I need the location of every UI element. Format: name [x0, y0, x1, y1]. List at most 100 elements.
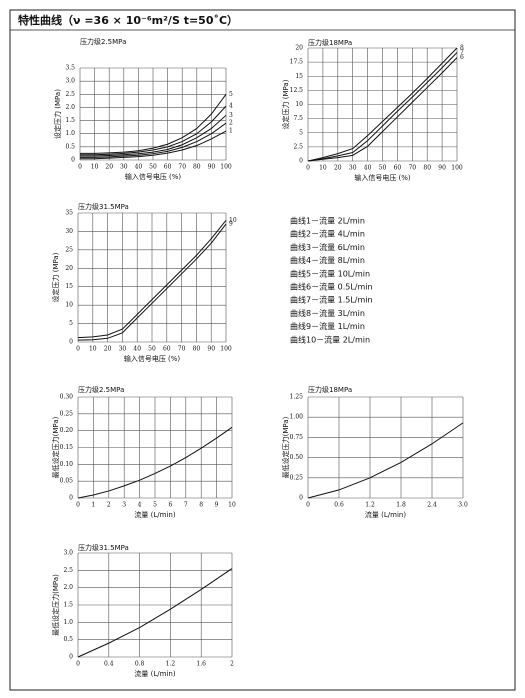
curve-legend-item: 曲线3－流量 6L/min — [290, 242, 365, 252]
y-tick-label: 0.5 — [65, 143, 75, 150]
x-tick-label: 0 — [76, 502, 80, 509]
x-tick-label: 30 — [120, 164, 128, 171]
curve-legend-item: 曲线10－流量 2L/min — [290, 334, 370, 344]
y-tick-label: 3.0 — [63, 550, 73, 557]
y-tick-label: 2.0 — [63, 584, 73, 591]
x-tick-label: 1.2 — [365, 502, 375, 509]
y-tick-label: 2.0 — [65, 104, 75, 111]
y-tick-label: 3.0 — [65, 78, 75, 85]
curve — [307, 422, 464, 499]
y-tick-label: 15 — [65, 283, 73, 290]
curve — [307, 52, 458, 162]
x-axis-label: 流量 (L/min) — [365, 510, 406, 519]
y-tick-label: 25 — [65, 246, 73, 253]
x-tick-label: 2.4 — [427, 502, 437, 509]
curve-legend-item: 曲线2－流量 4L/min — [290, 229, 365, 239]
curve-legend-item: 曲线8－流量 3L/min — [290, 308, 365, 318]
x-tick-label: 1.2 — [166, 661, 176, 668]
x-tick-label: 5 — [153, 502, 157, 509]
x-tick-label: 80 — [423, 165, 431, 172]
curve — [77, 220, 227, 339]
x-tick-label: 30 — [349, 165, 357, 172]
x-tick-label: 50 — [148, 346, 156, 353]
y-tick-label: 12.5 — [290, 87, 304, 94]
chart-title: 压力级31.5MPa — [78, 202, 129, 211]
y-axis-label: 设定压力 (MPa) — [51, 252, 60, 302]
y-tick-label: 2.5 — [63, 567, 73, 574]
y-tick-label: 20 — [65, 265, 73, 272]
curve-legend-item: 曲线7－流量 1.5L/min — [290, 295, 373, 305]
x-tick-label: 3 — [122, 502, 126, 509]
y-tick-label: 1.5 — [65, 117, 75, 124]
x-tick-label: 40 — [135, 164, 143, 171]
x-tick-label: 80 — [193, 164, 201, 171]
y-tick-label: 0.25 — [290, 474, 304, 481]
y-axis-label: 设定压力 (MPa) — [53, 89, 62, 139]
curve — [77, 426, 233, 499]
curve-legend-item: 曲线5－流量 10L/min — [290, 268, 370, 278]
chart-title: 压力级2.5MPa — [80, 37, 126, 46]
y-axis-label: 最低设定压力(MPa) — [281, 416, 290, 478]
y-tick-label: 0.5 — [63, 636, 73, 643]
x-tick-label: 50 — [149, 164, 157, 171]
curve-label: 4 — [229, 103, 233, 110]
curve-label: 5 — [229, 91, 233, 98]
x-tick-label: 0 — [78, 164, 82, 171]
x-tick-label: 3.0 — [458, 502, 468, 509]
y-tick-label: 0.20 — [60, 427, 74, 434]
curve — [307, 47, 458, 162]
curve-label: 8 — [460, 45, 464, 52]
y-tick-label: 1.25 — [290, 394, 304, 401]
curve-label: 2 — [229, 120, 233, 127]
y-tick-label: 0.75 — [290, 434, 304, 441]
x-tick-label: 60 — [163, 346, 171, 353]
x-tick-label: 2 — [230, 661, 234, 668]
y-tick-label: 1.5 — [63, 602, 73, 609]
x-tick-label: 40 — [364, 165, 372, 172]
y-tick-label: 30 — [65, 228, 73, 235]
curve — [77, 568, 233, 658]
y-tick-label: 10 — [65, 302, 73, 309]
x-tick-label: 8 — [199, 502, 203, 509]
x-tick-label: 60 — [394, 165, 402, 172]
chart-title: 压力级31.5MPa — [78, 543, 129, 552]
y-tick-label: 0 — [299, 158, 303, 165]
curve-legend-item: 曲线1－流量 2L/min — [290, 216, 365, 226]
curve — [80, 93, 227, 154]
y-tick-label: 10 — [295, 101, 303, 108]
y-tick-label: 0 — [69, 654, 73, 661]
x-tick-label: 20 — [105, 164, 113, 171]
y-tick-label: 2.5 — [293, 143, 303, 150]
x-tick-label: 0 — [76, 346, 80, 353]
curve-legend-item: 曲线6－流量 0.5L/min — [290, 282, 373, 292]
x-tick-label: 10 — [228, 502, 236, 509]
x-tick-label: 20 — [334, 165, 342, 172]
x-tick-label: 9 — [215, 502, 219, 509]
y-tick-label: 0.30 — [60, 394, 74, 401]
x-tick-label: 30 — [119, 346, 127, 353]
x-tick-label: 80 — [193, 346, 201, 353]
x-tick-label: 7 — [184, 502, 188, 509]
chart-title: 压力级18MPa — [308, 38, 352, 47]
y-tick-label: 0.15 — [60, 444, 74, 451]
y-tick-label: 0.05 — [60, 478, 74, 485]
curve-label: 1 — [229, 128, 233, 135]
x-tick-label: 90 — [207, 346, 215, 353]
x-tick-label: 6 — [168, 502, 172, 509]
y-axis-label: 最低设定压力(MPa) — [51, 574, 60, 636]
y-tick-label: 0.50 — [290, 454, 304, 461]
y-tick-label: 0 — [71, 157, 75, 164]
y-tick-label: 0.25 — [60, 410, 74, 417]
y-axis-label: 设定压力 (MPa) — [281, 79, 290, 129]
y-tick-label: 0 — [69, 495, 73, 502]
x-axis-label: 流量 (L/min) — [134, 510, 175, 519]
x-tick-label: 50 — [379, 165, 387, 172]
x-tick-label: 10 — [319, 165, 327, 172]
x-tick-label: 90 — [438, 165, 446, 172]
x-tick-label: 100 — [220, 346, 232, 353]
curve — [80, 105, 227, 156]
chart-title: 压力级2.5MPa — [78, 385, 124, 394]
y-tick-label: 5 — [69, 320, 73, 327]
y-tick-label: 1.0 — [63, 619, 73, 626]
curve-legend-item: 曲线9－流量 1L/min — [290, 321, 365, 331]
